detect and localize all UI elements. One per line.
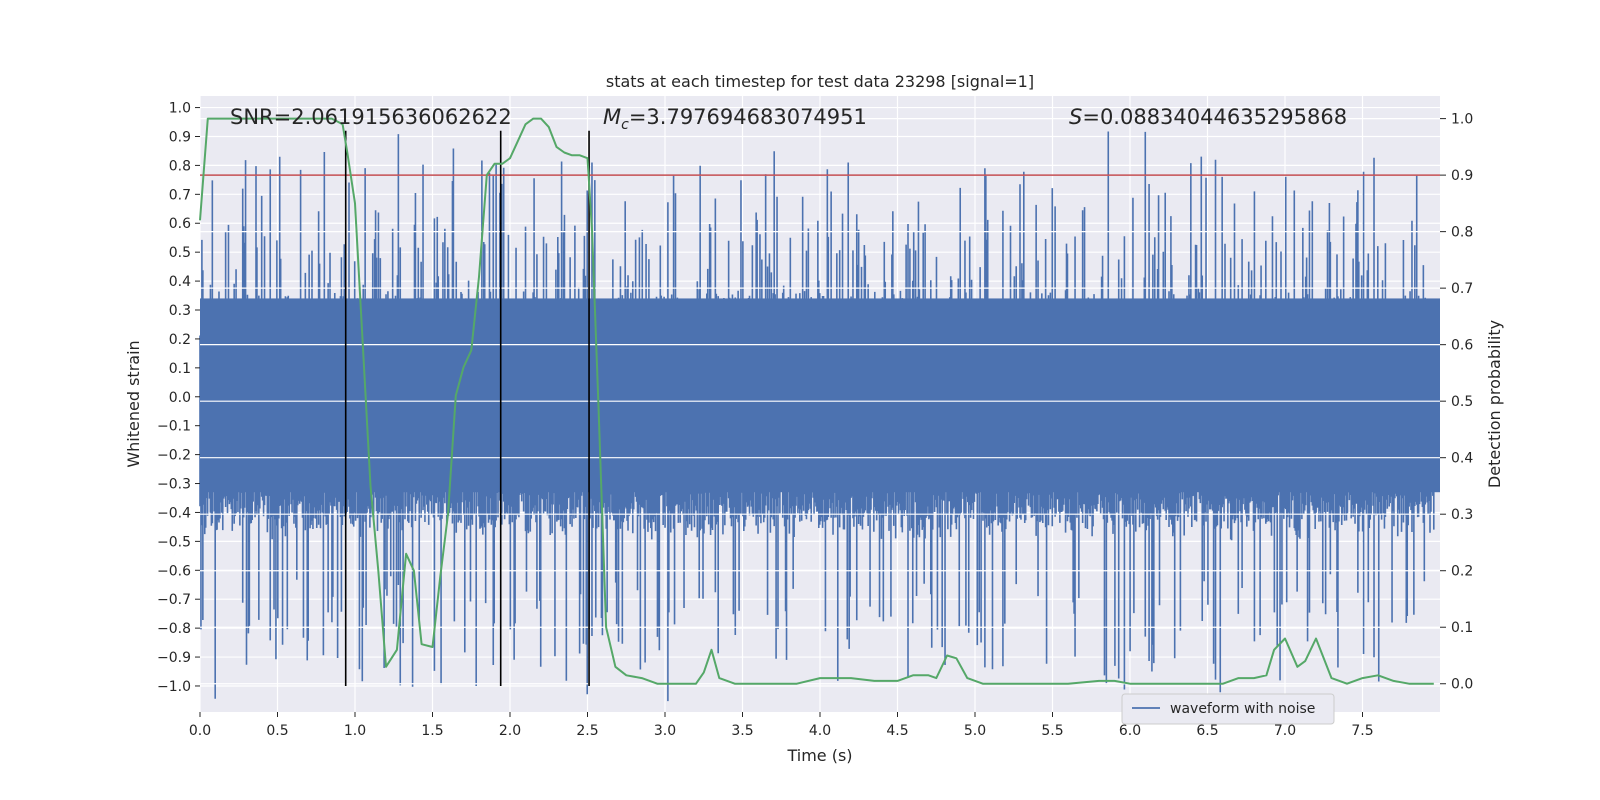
mc-subscript: c: [621, 117, 629, 133]
y-left-tick-label: −1.0: [157, 679, 191, 695]
y-right-tick-label: 0.1: [1451, 620, 1473, 636]
x-tick-label: 0.0: [189, 723, 211, 739]
x-tick-label: 5.0: [964, 723, 986, 739]
y-left-tick-label: 0.4: [169, 274, 191, 290]
y-right-tick-label: 0.6: [1451, 338, 1473, 354]
s-symbol: S: [1069, 105, 1082, 129]
y-right-tick-label: 0.0: [1451, 677, 1473, 693]
y-left-tick-label: 0.3: [169, 303, 191, 319]
legend: waveform with noise: [1121, 693, 1335, 725]
snr-annotation: SNR=2.061915636062622: [230, 105, 512, 129]
y-left-tick-label: 0.0: [169, 390, 191, 406]
overlay-grid-lines: [200, 118, 1440, 685]
x-tick-label: 2.5: [576, 723, 598, 739]
y-right-tick-label: 0.5: [1451, 394, 1473, 410]
x-axis-ticks: 0.0 0.5 1.0 1.5 2.0 2.5 3.0 3.5 4.0 4.5 5.0 5.5 6.0 6…: [189, 712, 1374, 739]
y-left-tick-label: 0.5: [169, 245, 191, 261]
y-left-tick-label: 0.8: [169, 158, 191, 174]
y-right-tick-label: 0.3: [1451, 507, 1473, 523]
y-left-tick-label: 0.9: [169, 129, 191, 145]
y-right-tick-label: 0.9: [1451, 168, 1473, 184]
y-left-tick-label: 0.2: [169, 332, 191, 348]
x-tick-label: 6.0: [1119, 723, 1141, 739]
y-left-tick-label: 1.0: [169, 101, 191, 117]
y-left-tick-label: −0.9: [157, 650, 191, 666]
chart-title: stats at each timestep for test data 232…: [606, 72, 1034, 91]
y-left-tick-label: −0.7: [157, 592, 191, 608]
y-left-tick-label: −0.2: [157, 448, 191, 464]
x-tick-label: 1.5: [421, 723, 443, 739]
y-right-tick-label: 0.8: [1451, 225, 1473, 241]
y-left-tick-label: −0.1: [157, 419, 191, 435]
y-left-tick-label: 0.1: [169, 361, 191, 377]
waveform-series: [199, 131, 1440, 702]
x-tick-label: 1.0: [344, 723, 366, 739]
probability-line: [199, 117, 1434, 685]
legend-box: [1121, 693, 1335, 725]
x-tick-label: 4.0: [809, 723, 831, 739]
x-tick-label: 7.5: [1351, 723, 1373, 739]
x-tick-label: 0.5: [266, 723, 288, 739]
y-left-tick-label: −0.5: [157, 534, 191, 550]
x-tick-label: 3.5: [731, 723, 753, 739]
y-left-tick-label: −0.4: [157, 505, 191, 521]
y-left-tick-label: −0.8: [157, 621, 191, 637]
y-right-tick-label: 0.4: [1451, 451, 1473, 467]
x-axis-label: Time (s): [786, 746, 852, 765]
x-tick-label: 5.5: [1041, 723, 1063, 739]
y-left-tick-label: 0.6: [169, 216, 191, 232]
probability-series: [199, 117, 1434, 685]
mc-value: =3.797694683074951: [629, 105, 867, 129]
y-right-tick-label: 0.2: [1451, 564, 1473, 580]
waveform-core: [200, 298, 1440, 493]
mc-annotation: Mc=3.797694683074951: [603, 105, 867, 133]
x-tick-label: 4.5: [886, 723, 908, 739]
vertical-markers: [344, 130, 590, 686]
x-tick-label: 3.0: [654, 723, 676, 739]
s-value: =0.08834044635295868: [1082, 105, 1347, 129]
y-left-axis-label: Whitened strain: [124, 340, 143, 467]
legend-label: waveform with noise: [1170, 701, 1315, 717]
y-right-axis-label: Detection probability: [1485, 320, 1504, 488]
y-left-tick-label: −0.6: [157, 563, 191, 579]
y-left-tick-label: 0.7: [169, 187, 191, 203]
mc-symbol: M: [603, 105, 621, 129]
y-left-axis-ticks: 1.0 0.9 0.8 0.7 0.6 0.5 0.4 0.3 0.2 0.1 0.0 −0.1 −0.…: [157, 101, 200, 695]
y-right-axis-ticks: 0.0 0.1 0.2 0.3 0.4 0.5 0.6 0.7 0.8 0.9 1.0: [1440, 112, 1473, 693]
y-right-tick-label: 0.7: [1451, 281, 1473, 297]
s-annotation: S=0.08834044635295868: [1069, 105, 1347, 129]
x-tick-label: 6.5: [1196, 723, 1218, 739]
x-tick-label: 7.0: [1274, 723, 1296, 739]
y-right-tick-label: 1.0: [1451, 112, 1473, 128]
y-left-tick-label: −0.3: [157, 477, 191, 493]
x-tick-label: 2.0: [499, 723, 521, 739]
